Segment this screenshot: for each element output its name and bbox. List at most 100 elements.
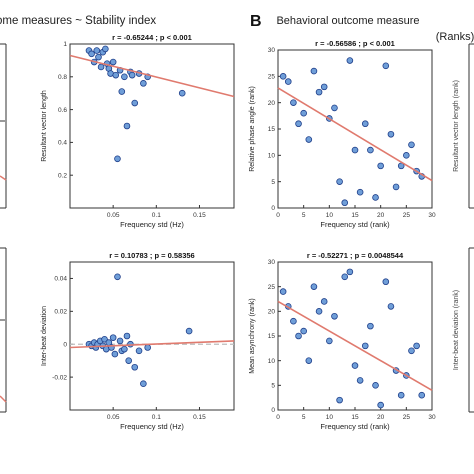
data-point xyxy=(351,362,359,369)
regression-line xyxy=(277,87,433,182)
x-tick-label: 0.15 xyxy=(193,414,206,421)
data-point xyxy=(367,322,374,330)
data-point xyxy=(387,303,395,310)
data-point xyxy=(305,136,313,143)
data-point xyxy=(128,71,136,79)
data-point xyxy=(135,347,143,355)
data-point xyxy=(315,308,323,315)
data-point xyxy=(118,88,126,95)
data-point xyxy=(140,380,147,387)
data-point xyxy=(109,58,117,66)
data-point xyxy=(97,63,105,71)
data-point xyxy=(413,342,420,350)
x-tick-label: 10 xyxy=(326,414,334,421)
correlation-stat: r = -0.65244 ; p < 0.001 xyxy=(112,33,192,42)
y-axis-label: Resultant vector length xyxy=(41,90,48,162)
data-point xyxy=(356,377,364,384)
data-point xyxy=(326,337,333,345)
y-tick-label: 25 xyxy=(268,284,276,291)
x-tick-label: 30 xyxy=(428,414,436,421)
x-tick-label: 25 xyxy=(403,212,411,219)
data-point xyxy=(114,273,121,281)
data-point xyxy=(290,317,297,325)
y-tick-label: 10 xyxy=(268,358,276,365)
data-point xyxy=(382,278,390,286)
data-point xyxy=(372,194,379,201)
panel-b-letter: B xyxy=(250,13,262,30)
panel-phase-angle-rank: 0 5 10 15 20 25 30 0 5 10 15 20 25 30 r = -0.56586 ; p… xyxy=(249,39,436,229)
x-tick-label: 20 xyxy=(377,212,385,219)
y-tick-label: 0.6 xyxy=(58,107,67,114)
regression-line xyxy=(69,340,235,349)
data-point xyxy=(377,162,384,170)
y-tick-label: 0 xyxy=(63,341,67,348)
data-point xyxy=(112,71,120,79)
data-point xyxy=(300,109,307,117)
x-axis-label: Frequency std (Hz) xyxy=(120,220,184,229)
data-point xyxy=(351,146,359,154)
data-point xyxy=(116,337,124,345)
data-point xyxy=(331,312,338,320)
x-tick-label: 0.1 xyxy=(152,414,161,421)
y-tick-label: 25 xyxy=(268,74,276,81)
panel-b-title: Behavioral outcome measure xyxy=(276,15,419,27)
data-point xyxy=(361,120,369,128)
data-point xyxy=(310,283,318,290)
y-tick-label: -0.02 xyxy=(52,374,67,381)
y-tick-label: 30 xyxy=(268,47,276,54)
x-tick-label: 0.05 xyxy=(107,212,120,219)
data-point xyxy=(367,146,374,154)
data-point xyxy=(341,273,349,281)
data-point xyxy=(131,363,139,371)
data-point xyxy=(185,327,193,335)
data-point xyxy=(123,332,131,340)
data-point xyxy=(131,99,139,107)
data-point xyxy=(341,199,349,207)
x-tick-label: 5 xyxy=(302,212,306,219)
data-point xyxy=(331,104,338,112)
data-point xyxy=(125,357,132,364)
y-tick-label: 0.02 xyxy=(54,309,67,316)
data-point xyxy=(408,141,415,149)
correlation-stat: r = 0.10783 ; p = 0.58356 xyxy=(109,251,194,260)
data-point xyxy=(361,342,369,350)
data-point xyxy=(346,268,354,276)
data-point xyxy=(382,62,390,70)
y-tick-label: 0.04 xyxy=(54,276,67,283)
cropped-panel-top-right: Resultant vector length (rank) xyxy=(453,43,474,209)
cropped-panel-top-left xyxy=(0,43,7,209)
data-point xyxy=(392,183,400,191)
data-point xyxy=(418,391,426,399)
x-tick-label: 25 xyxy=(403,414,411,421)
data-point xyxy=(93,47,101,54)
data-point xyxy=(310,67,318,75)
svg-text:Resultant vector length (rank): Resultant vector length (rank) xyxy=(453,80,460,172)
data-point xyxy=(295,120,302,128)
panel-b-subtitle: (Ranks) xyxy=(436,31,474,43)
x-tick-label: 10 xyxy=(326,212,334,219)
x-axis-label: Frequency std (Hz) xyxy=(120,422,184,431)
correlation-stat: r = -0.56586 ; p < 0.001 xyxy=(315,39,395,48)
x-axis-label: Frequency std (rank) xyxy=(320,220,390,229)
x-tick-label: 30 xyxy=(428,212,436,219)
y-tick-label: 0 xyxy=(271,407,275,414)
correlation-stat: r = -0.52271 ; p = 0.0048544 xyxy=(307,251,404,260)
y-tick-label: 1 xyxy=(63,41,67,48)
data-point xyxy=(140,80,147,87)
y-axis-label: Relative phase angle (rank) xyxy=(249,86,256,172)
x-tick-label: 0 xyxy=(276,414,280,421)
data-point xyxy=(320,83,328,91)
plot-frame xyxy=(69,261,235,411)
data-point xyxy=(372,382,379,389)
data-point xyxy=(121,73,128,81)
data-point xyxy=(320,298,328,305)
y-axis-label: Inter-beat deviation xyxy=(41,306,48,366)
data-point xyxy=(111,350,119,358)
y-tick-label: 20 xyxy=(268,309,276,316)
y-tick-label: 0 xyxy=(271,205,275,212)
data-point xyxy=(144,344,151,351)
y-tick-label: 5 xyxy=(271,383,275,390)
y-tick-label: 0.8 xyxy=(58,74,67,81)
